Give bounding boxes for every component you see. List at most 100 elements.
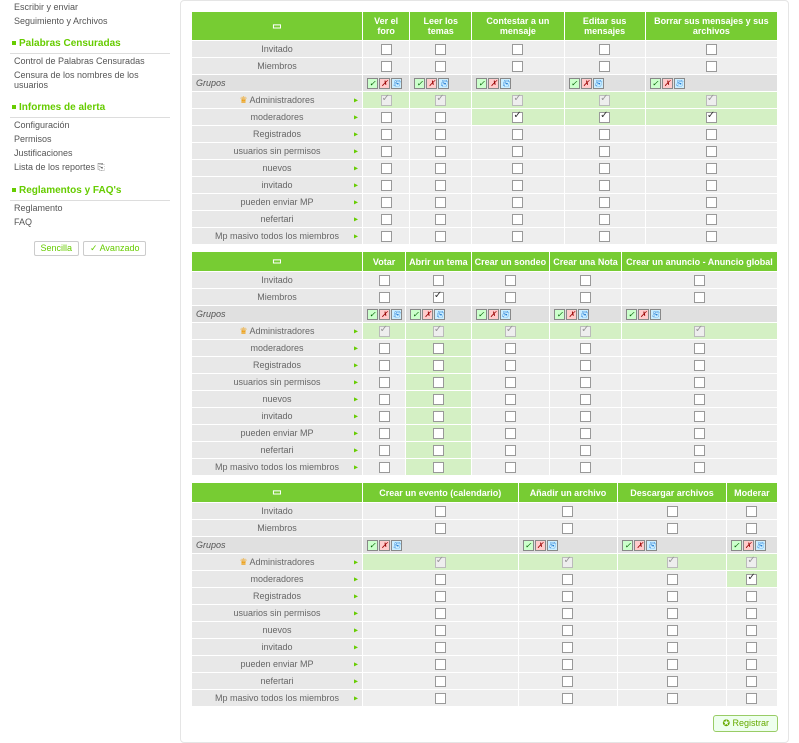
permission-checkbox[interactable] <box>435 659 446 670</box>
permission-checkbox[interactable] <box>433 462 444 473</box>
expand-arrow-icon[interactable]: ▸ <box>354 113 358 122</box>
permission-checkbox[interactable] <box>580 445 591 456</box>
permission-checkbox[interactable] <box>599 197 610 208</box>
expand-arrow-icon[interactable]: ▸ <box>354 660 358 669</box>
permission-checkbox[interactable] <box>433 394 444 405</box>
sidebar-item[interactable]: Lista de los reportes ⎘ <box>10 160 170 175</box>
sidebar-item[interactable]: Censura de los nombres de los usuarios <box>10 68 170 92</box>
permission-checkbox[interactable] <box>694 394 705 405</box>
permission-checkbox[interactable] <box>562 591 573 602</box>
row-label[interactable]: moderadores▸ <box>192 340 362 356</box>
row-label[interactable]: moderadores▸ <box>192 571 362 587</box>
permission-checkbox[interactable] <box>599 163 610 174</box>
permission-checkbox[interactable] <box>379 394 390 405</box>
bulk-n-icon[interactable]: ✗ <box>379 78 390 89</box>
row-label[interactable]: moderadores▸ <box>192 109 362 125</box>
permission-checkbox[interactable] <box>433 343 444 354</box>
bulk-c-icon[interactable]: ⎘ <box>500 309 511 320</box>
row-label[interactable]: Mp masivo todos los miembros▸ <box>192 228 362 244</box>
permission-checkbox[interactable] <box>580 377 591 388</box>
bulk-c-icon[interactable]: ⎘ <box>434 309 445 320</box>
expand-arrow-icon[interactable]: ▸ <box>354 609 358 618</box>
permission-checkbox[interactable] <box>505 377 516 388</box>
permission-checkbox[interactable] <box>694 462 705 473</box>
bulk-y-icon[interactable]: ✓ <box>367 78 378 89</box>
expand-arrow-icon[interactable]: ▸ <box>354 130 358 139</box>
bulk-c-icon[interactable]: ⎘ <box>578 309 589 320</box>
permission-checkbox[interactable] <box>512 180 523 191</box>
row-label[interactable]: pueden enviar MP▸ <box>192 656 362 672</box>
permission-checkbox[interactable] <box>562 659 573 670</box>
permission-checkbox[interactable] <box>433 428 444 439</box>
permission-checkbox[interactable] <box>562 523 573 534</box>
expand-arrow-icon[interactable]: ▸ <box>354 575 358 584</box>
bulk-icons[interactable]: ✓✗⎘ <box>476 309 511 320</box>
permission-checkbox[interactable] <box>667 676 678 687</box>
row-label[interactable]: ♛Administradores▸ <box>192 323 362 339</box>
permission-checkbox[interactable] <box>706 163 717 174</box>
bulk-n-icon[interactable]: ✗ <box>488 78 499 89</box>
permission-checkbox[interactable] <box>505 445 516 456</box>
permission-checkbox[interactable] <box>694 428 705 439</box>
expand-arrow-icon[interactable]: ▸ <box>354 378 358 387</box>
permission-checkbox[interactable] <box>512 61 523 72</box>
expand-arrow-icon[interactable]: ▸ <box>354 463 358 472</box>
bulk-c-icon[interactable]: ⎘ <box>593 78 604 89</box>
expand-arrow-icon[interactable]: ▸ <box>354 643 358 652</box>
permission-checkbox[interactable] <box>435 146 446 157</box>
bulk-icons[interactable]: ✓✗⎘ <box>731 540 766 551</box>
expand-arrow-icon[interactable]: ▸ <box>354 429 358 438</box>
permission-checkbox[interactable] <box>706 61 717 72</box>
bulk-icons[interactable]: ✓✗⎘ <box>410 309 445 320</box>
row-label[interactable]: ♛Administradores▸ <box>192 554 362 570</box>
bulk-c-icon[interactable]: ⎘ <box>674 78 685 89</box>
permission-checkbox[interactable] <box>379 343 390 354</box>
permission-checkbox[interactable] <box>746 506 757 517</box>
expand-arrow-icon[interactable]: ▸ <box>354 361 358 370</box>
permission-checkbox[interactable] <box>381 61 392 72</box>
permission-checkbox[interactable] <box>562 676 573 687</box>
expand-arrow-icon[interactable]: ▸ <box>354 164 358 173</box>
expand-arrow-icon[interactable]: ▸ <box>354 395 358 404</box>
row-label[interactable]: usuarios sin permisos▸ <box>192 143 362 159</box>
bulk-icons[interactable]: ✓✗⎘ <box>414 78 449 89</box>
row-label[interactable]: nefertari▸ <box>192 673 362 689</box>
collapse-icon[interactable]: ▭ <box>272 256 281 267</box>
toggle-simple[interactable]: Sencilla <box>34 241 80 256</box>
collapse-icon[interactable]: ▭ <box>272 487 281 498</box>
permission-checkbox[interactable] <box>562 625 573 636</box>
bulk-icons[interactable]: ✓✗⎘ <box>523 540 558 551</box>
row-label[interactable]: invitado▸ <box>192 177 362 193</box>
permission-checkbox[interactable] <box>746 625 757 636</box>
permission-checkbox[interactable] <box>381 197 392 208</box>
bulk-y-icon[interactable]: ✓ <box>367 309 378 320</box>
bulk-c-icon[interactable]: ⎘ <box>547 540 558 551</box>
expand-arrow-icon[interactable]: ▸ <box>354 344 358 353</box>
permission-checkbox[interactable] <box>746 591 757 602</box>
permission-checkbox[interactable] <box>599 129 610 140</box>
permission-checkbox[interactable] <box>435 506 446 517</box>
permission-checkbox[interactable] <box>599 146 610 157</box>
permission-checkbox[interactable] <box>746 523 757 534</box>
permission-checkbox[interactable] <box>694 377 705 388</box>
bulk-icons[interactable]: ✓✗⎘ <box>622 540 657 551</box>
row-label[interactable]: pueden enviar MP▸ <box>192 194 362 210</box>
bulk-y-icon[interactable]: ✓ <box>523 540 534 551</box>
permission-checkbox[interactable] <box>746 642 757 653</box>
permission-checkbox[interactable] <box>706 112 717 123</box>
permission-checkbox[interactable] <box>706 44 717 55</box>
permission-checkbox[interactable] <box>512 129 523 140</box>
bulk-n-icon[interactable]: ✗ <box>566 309 577 320</box>
expand-arrow-icon[interactable]: ▸ <box>354 96 358 105</box>
bulk-y-icon[interactable]: ✓ <box>410 309 421 320</box>
permission-checkbox[interactable] <box>562 693 573 704</box>
bulk-n-icon[interactable]: ✗ <box>535 540 546 551</box>
expand-arrow-icon[interactable]: ▸ <box>354 694 358 703</box>
bulk-icons[interactable]: ✓✗⎘ <box>650 78 685 89</box>
permission-checkbox[interactable] <box>433 275 444 286</box>
permission-checkbox[interactable] <box>694 411 705 422</box>
permission-checkbox[interactable] <box>667 642 678 653</box>
permission-checkbox[interactable] <box>512 44 523 55</box>
bulk-y-icon[interactable]: ✓ <box>626 309 637 320</box>
permission-checkbox[interactable] <box>435 44 446 55</box>
